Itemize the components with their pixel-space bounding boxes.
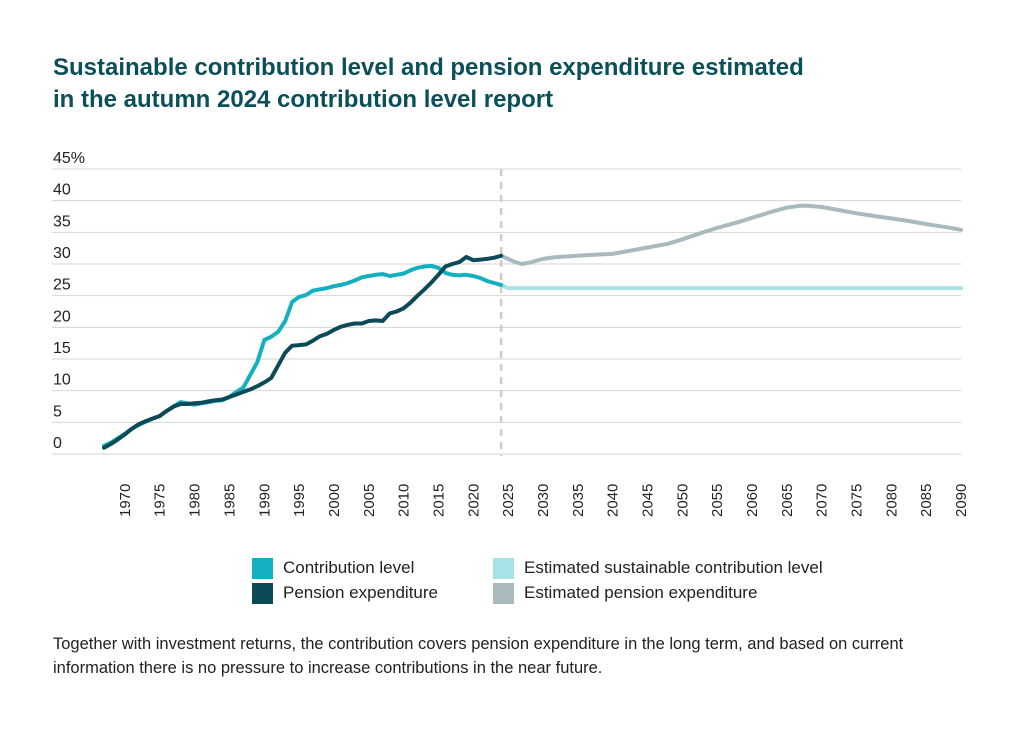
x-tick-label-1970: 1970 [117, 484, 134, 517]
series-line-contribution-level [102, 263, 504, 448]
series-line-estimated-pension-expenditure [499, 203, 963, 266]
legend-label-contribution-level: Contribution level [283, 558, 415, 577]
series-line-estimated-sustainable-contribution-level [499, 282, 963, 291]
x-tick-label-2035: 2035 [570, 484, 587, 517]
x-tick-label-2080: 2080 [883, 484, 900, 517]
x-tick-label-1975: 1975 [152, 484, 169, 517]
x-tick-label-1985: 1985 [221, 484, 238, 517]
x-tick-label-2090: 2090 [953, 484, 970, 517]
y-tick-label-0: 0 [53, 435, 62, 452]
y-tick-label-25: 25 [53, 277, 71, 294]
x-tick-label-2000: 2000 [326, 484, 343, 517]
x-tick-label-1980: 1980 [187, 484, 204, 517]
x-tick-label-1995: 1995 [291, 484, 308, 517]
x-tick-label-2075: 2075 [848, 484, 865, 517]
y-tick-label-45: 45% [53, 150, 85, 167]
x-tick-label-2085: 2085 [918, 484, 935, 517]
grid-lines [52, 168, 961, 455]
footnote: Together with investment returns, the co… [53, 635, 904, 677]
legend-label-estimated-pension-expenditure: Estimated pension expenditure [524, 583, 758, 602]
y-tick-label-35: 35 [53, 213, 71, 230]
legend-label-pension-expenditure: Pension expenditure [283, 583, 439, 602]
y-tick-label-20: 20 [53, 308, 71, 325]
series-lines [102, 203, 963, 450]
y-axis-ticks: 0 5 10 15 20 25 30 35 40 45% [53, 150, 85, 452]
legend-swatch-contribution-level [252, 557, 273, 579]
chart-title-line-2: in the autumn 2024 contribution level re… [53, 86, 554, 113]
x-tick-label-2025: 2025 [500, 484, 517, 517]
y-tick-label-40: 40 [53, 182, 71, 199]
chart-title: Sustainable contribution level and pensi… [53, 52, 953, 116]
x-tick-label-2060: 2060 [744, 484, 761, 517]
legend-swatch-estimated-contribution-level [493, 557, 514, 579]
y-tick-label-30: 30 [53, 245, 71, 262]
x-tick-label-1990: 1990 [256, 484, 273, 517]
x-tick-label-2010: 2010 [396, 484, 413, 517]
x-tick-label-2045: 2045 [639, 484, 656, 517]
x-tick-label-2005: 2005 [361, 484, 378, 517]
x-tick-label-2015: 2015 [430, 484, 447, 517]
x-tick-label-2040: 2040 [605, 484, 622, 517]
legend-item-pension-expenditure: Pension expenditure [252, 581, 438, 605]
x-tick-label-2020: 2020 [465, 484, 482, 517]
legend-item-estimated-contribution-level: Estimated sustainable contribution level [493, 556, 823, 580]
series-line-pension-expenditure [102, 253, 504, 450]
y-tick-label-15: 15 [53, 340, 71, 357]
x-tick-label-2065: 2065 [779, 484, 796, 517]
legend-item-contribution-level: Contribution level [252, 556, 414, 580]
legend-label-estimated-contribution-level: Estimated sustainable contribution level [524, 558, 823, 577]
legend-item-estimated-pension-expenditure: Estimated pension expenditure [493, 581, 757, 605]
chart-title-line-1: Sustainable contribution level and pensi… [53, 54, 804, 81]
y-tick-label-5: 5 [53, 403, 62, 420]
x-tick-label-2070: 2070 [814, 484, 831, 517]
x-tick-label-2055: 2055 [709, 484, 726, 517]
legend: Contribution level Pension expenditure E… [252, 556, 892, 608]
x-tick-label-2030: 2030 [535, 484, 552, 517]
y-tick-label-10: 10 [53, 372, 71, 389]
legend-swatch-pension-expenditure [252, 582, 273, 604]
x-tick-label-2050: 2050 [674, 484, 691, 517]
legend-swatch-estimated-pension-expenditure [493, 582, 514, 604]
x-axis-ticks: 1970 1975 1980 1985 1990 1995 2000 2005 2010 2015… [117, 484, 970, 517]
